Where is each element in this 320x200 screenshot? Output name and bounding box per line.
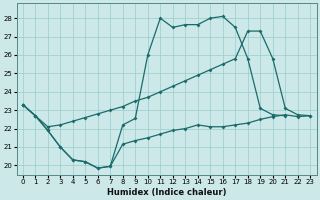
X-axis label: Humidex (Indice chaleur): Humidex (Indice chaleur) — [107, 188, 226, 197]
